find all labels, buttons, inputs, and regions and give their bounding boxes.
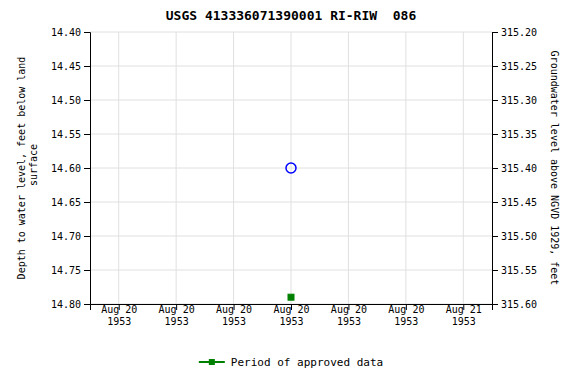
y-axis-title: Depth to water level, feet below land su… — [16, 57, 39, 280]
tick: 14.50 — [51, 95, 90, 106]
legend-marker — [209, 359, 215, 365]
tick-label: 315.35 — [501, 129, 537, 140]
tick: Aug 201953 — [216, 304, 252, 327]
grid-line — [118, 32, 119, 304]
tick: 14.75 — [51, 265, 90, 276]
tick-mark — [492, 66, 498, 67]
tick-label: Aug 201953 — [273, 304, 309, 327]
grid-line — [348, 32, 349, 304]
grid-line — [233, 32, 234, 304]
tick-label: 14.45 — [51, 61, 81, 72]
tick-mark — [84, 134, 90, 135]
tick: 315.45 — [492, 197, 537, 208]
marks — [286, 163, 296, 300]
grid-line — [463, 32, 464, 304]
tick-label: Aug 201953 — [216, 304, 252, 327]
grid — [90, 32, 492, 304]
tick-label: Aug 201953 — [159, 304, 195, 327]
tick-mark — [84, 100, 90, 101]
tick-mark — [84, 236, 90, 237]
tick-mark — [84, 32, 90, 33]
tick-mark — [84, 304, 90, 305]
tick-mark — [84, 270, 90, 271]
grid-line — [176, 32, 177, 304]
tick: 14.40 — [51, 27, 90, 38]
tick-label: 315.30 — [501, 95, 537, 106]
tick: Aug 211953 — [446, 304, 482, 327]
tick-mark — [84, 168, 90, 169]
tick-label: 14.50 — [51, 95, 81, 106]
tick-mark — [492, 236, 498, 237]
tick: Aug 201953 — [388, 304, 424, 327]
tick-label: Aug 201953 — [331, 304, 367, 327]
tick-mark — [492, 270, 498, 271]
tick: 315.40 — [492, 163, 537, 174]
y2-axis-title: Groundwater level above NGVD 1929, feet — [549, 51, 560, 286]
tick-label: 315.20 — [501, 27, 537, 38]
tick-mark — [492, 32, 498, 33]
tick: 14.80 — [51, 299, 90, 310]
tick-mark — [492, 134, 498, 135]
tick: Aug 201953 — [101, 304, 137, 327]
tick-label: 14.70 — [51, 231, 81, 242]
tick-mark — [492, 202, 498, 203]
title: USGS 413336071390001 RI-RIW 086 — [166, 8, 417, 23]
tick-label: 315.45 — [501, 197, 537, 208]
tick-label: 14.65 — [51, 197, 81, 208]
tick: 315.35 — [492, 129, 537, 140]
tick-label: 14.80 — [51, 299, 81, 310]
tick: Aug 201953 — [273, 304, 309, 327]
tick-label: Aug 201953 — [101, 304, 137, 327]
tick: 315.60 — [492, 299, 537, 310]
tick: 14.55 — [51, 129, 90, 140]
tick: 14.45 — [51, 61, 90, 72]
tick-label: Aug 201953 — [388, 304, 424, 327]
tick: 315.55 — [492, 265, 537, 276]
grid-line — [405, 32, 406, 304]
tick-label: 14.75 — [51, 265, 81, 276]
tick-label: 315.40 — [501, 163, 537, 174]
tick: 14.65 — [51, 197, 90, 208]
series — [288, 294, 294, 300]
grid-line — [291, 32, 292, 304]
point — [288, 294, 294, 300]
x-axis: Aug 201953 Aug 201953 Aug 201953 Aug 201953… — [91, 304, 493, 327]
axis-line — [493, 33, 499, 305]
tick: 14.60 — [51, 163, 90, 174]
tick-mark — [492, 100, 498, 101]
tick-label: 315.50 — [501, 231, 537, 242]
point — [286, 163, 296, 173]
tick-label: Aug 211953 — [446, 304, 482, 327]
tick-label: 14.40 — [51, 27, 81, 38]
y-axis: 14.40 14.45 14.50 14.55 14.60 14.65 14.70 14.75… — [51, 27, 91, 310]
legend-label: Period of approved data — [231, 356, 383, 369]
tick: 315.30 — [492, 95, 537, 106]
tick-mark — [492, 168, 498, 169]
legend-item: Period of approved data — [199, 356, 383, 369]
tick: 315.50 — [492, 231, 537, 242]
y2-axis: 315.60 315.55 315.50 315.45 315.40 315.35 315.… — [492, 27, 537, 310]
tick: Aug 201953 — [331, 304, 367, 327]
tick: Aug 201953 — [159, 304, 195, 327]
chart: USGS 413336071390001 RI-RIW 08614.4014.4… — [0, 0, 576, 384]
legend: Period of approved data — [199, 356, 383, 369]
tick: 315.25 — [492, 61, 537, 72]
tick: 14.70 — [51, 231, 90, 242]
tick-label: 315.55 — [501, 265, 537, 276]
tick-label: 14.60 — [51, 163, 81, 174]
series — [286, 163, 296, 173]
tick-label: 14.55 — [51, 129, 81, 140]
tick-label: 315.25 — [501, 61, 537, 72]
tick-label: 315.60 — [501, 299, 537, 310]
tick-mark — [84, 66, 90, 67]
axis-line — [84, 33, 91, 305]
tick: 315.20 — [492, 27, 537, 38]
plot: 14.40 14.45 14.50 14.55 14.60 14.65 14.70 14.75… — [51, 27, 537, 327]
tick-mark — [84, 202, 90, 203]
